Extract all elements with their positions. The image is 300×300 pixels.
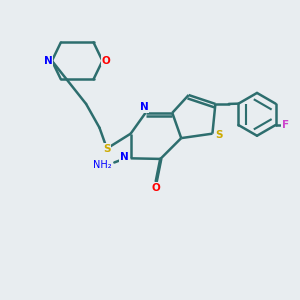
Text: N: N: [140, 103, 148, 112]
Text: O: O: [152, 183, 160, 193]
Text: O: O: [102, 56, 110, 66]
Text: S: S: [215, 130, 223, 140]
Text: N: N: [44, 56, 53, 66]
Text: N: N: [120, 152, 128, 162]
Text: S: S: [103, 143, 111, 154]
Text: F: F: [282, 120, 289, 130]
Text: NH₂: NH₂: [93, 160, 112, 170]
